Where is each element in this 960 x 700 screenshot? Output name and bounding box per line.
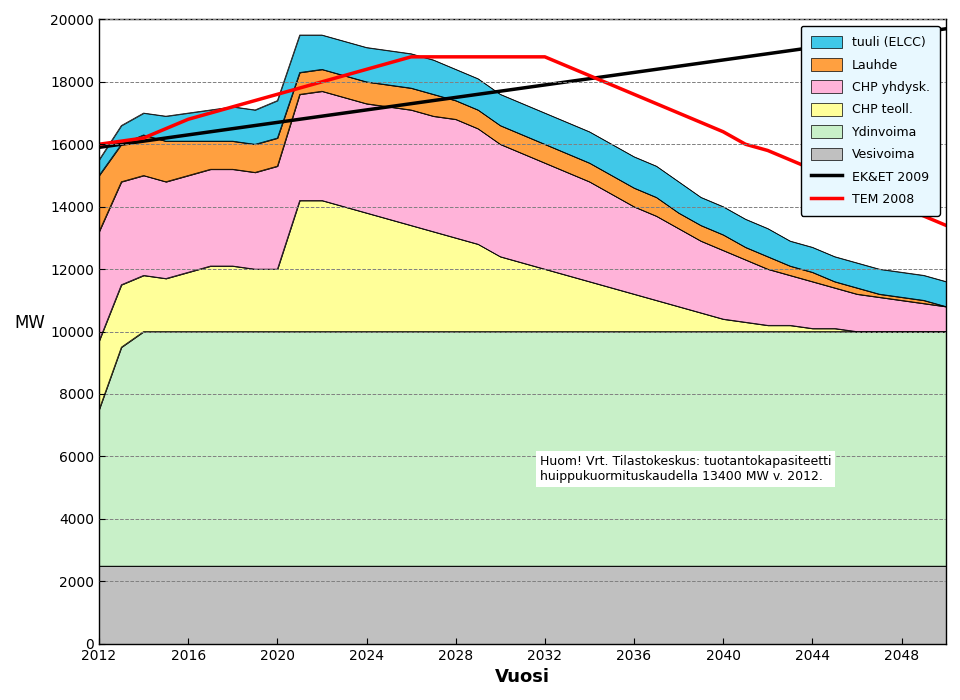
TEM 2008 — [584, 71, 595, 80]
EK&ET 2009 — [361, 106, 372, 114]
TEM 2008 — [740, 140, 752, 148]
EK&ET 2009 — [472, 90, 484, 99]
TEM 2008 — [227, 103, 238, 111]
EK&ET 2009 — [540, 80, 551, 89]
TEM 2008 — [494, 52, 506, 61]
TEM 2008 — [138, 134, 150, 142]
TEM 2008 — [294, 84, 305, 92]
EK&ET 2009 — [450, 93, 462, 102]
Text: Huom! Vrt. Tilastokeskus: tuotantokapasiteetti
huippukuormituskaudella 13400 MW : Huom! Vrt. Tilastokeskus: tuotantokapasi… — [540, 455, 831, 483]
EK&ET 2009 — [740, 52, 752, 61]
TEM 2008 — [93, 140, 105, 148]
TEM 2008 — [250, 97, 261, 105]
EK&ET 2009 — [339, 108, 350, 117]
EK&ET 2009 — [628, 69, 639, 77]
TEM 2008 — [651, 99, 662, 108]
EK&ET 2009 — [182, 131, 194, 139]
EK&ET 2009 — [427, 97, 439, 105]
EK&ET 2009 — [806, 43, 818, 52]
EK&ET 2009 — [784, 46, 796, 55]
EK&ET 2009 — [874, 34, 885, 42]
TEM 2008 — [540, 52, 551, 61]
TEM 2008 — [516, 52, 528, 61]
EK&ET 2009 — [138, 137, 150, 146]
Y-axis label: MW: MW — [13, 314, 45, 332]
TEM 2008 — [562, 62, 573, 71]
Legend: tuuli (ELCC), Lauhde, CHP yhdysk., CHP teoll., Ydinvoima, Vesivoima, EK&ET 2009,: tuuli (ELCC), Lauhde, CHP yhdysk., CHP t… — [801, 26, 940, 216]
TEM 2008 — [918, 212, 929, 220]
EK&ET 2009 — [272, 118, 283, 127]
EK&ET 2009 — [828, 40, 840, 48]
X-axis label: Vuosi: Vuosi — [495, 668, 550, 686]
TEM 2008 — [450, 52, 462, 61]
TEM 2008 — [941, 221, 952, 230]
TEM 2008 — [361, 65, 372, 74]
Line: TEM 2008: TEM 2008 — [99, 57, 947, 225]
TEM 2008 — [272, 90, 283, 99]
TEM 2008 — [316, 78, 327, 86]
TEM 2008 — [828, 174, 840, 183]
EK&ET 2009 — [852, 37, 863, 46]
EK&ET 2009 — [896, 31, 907, 39]
TEM 2008 — [673, 108, 684, 117]
TEM 2008 — [427, 52, 439, 61]
EK&ET 2009 — [294, 115, 305, 123]
EK&ET 2009 — [204, 127, 216, 136]
TEM 2008 — [115, 137, 127, 146]
TEM 2008 — [383, 59, 395, 67]
TEM 2008 — [896, 202, 907, 211]
EK&ET 2009 — [227, 125, 238, 133]
EK&ET 2009 — [695, 59, 707, 67]
EK&ET 2009 — [606, 71, 617, 80]
EK&ET 2009 — [250, 121, 261, 130]
TEM 2008 — [806, 165, 818, 174]
EK&ET 2009 — [383, 103, 395, 111]
EK&ET 2009 — [516, 84, 528, 92]
EK&ET 2009 — [584, 74, 595, 83]
TEM 2008 — [405, 52, 417, 61]
Line: EK&ET 2009: EK&ET 2009 — [99, 29, 947, 148]
TEM 2008 — [160, 125, 172, 133]
EK&ET 2009 — [316, 112, 327, 120]
TEM 2008 — [784, 155, 796, 164]
EK&ET 2009 — [93, 144, 105, 152]
EK&ET 2009 — [941, 25, 952, 33]
TEM 2008 — [852, 184, 863, 192]
TEM 2008 — [204, 108, 216, 117]
EK&ET 2009 — [918, 28, 929, 36]
EK&ET 2009 — [651, 65, 662, 74]
TEM 2008 — [874, 193, 885, 202]
EK&ET 2009 — [762, 50, 774, 58]
EK&ET 2009 — [562, 78, 573, 86]
TEM 2008 — [628, 90, 639, 99]
EK&ET 2009 — [160, 134, 172, 142]
EK&ET 2009 — [717, 56, 729, 64]
EK&ET 2009 — [115, 140, 127, 148]
EK&ET 2009 — [405, 99, 417, 108]
TEM 2008 — [472, 52, 484, 61]
EK&ET 2009 — [673, 62, 684, 71]
TEM 2008 — [762, 146, 774, 155]
TEM 2008 — [606, 80, 617, 89]
EK&ET 2009 — [494, 87, 506, 95]
TEM 2008 — [695, 118, 707, 127]
TEM 2008 — [182, 115, 194, 123]
TEM 2008 — [717, 127, 729, 136]
TEM 2008 — [339, 71, 350, 80]
